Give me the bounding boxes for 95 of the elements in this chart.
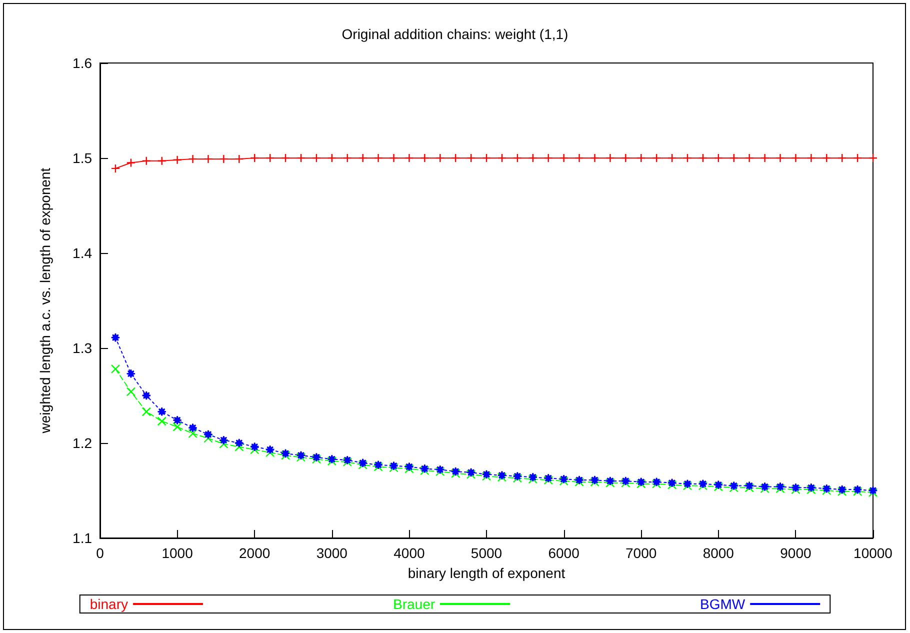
point (250, 153, 260, 163)
point (652, 153, 662, 163)
point (852, 153, 862, 163)
point (157, 416, 166, 426)
point (342, 153, 352, 163)
x-axis-title: binary length of exponent (408, 565, 566, 581)
point (590, 153, 600, 163)
point (219, 436, 228, 445)
legend-label: BGMW (700, 596, 746, 612)
point (327, 153, 336, 163)
point (374, 153, 383, 163)
point (204, 430, 213, 440)
point (234, 438, 244, 448)
legend-label: Brauer (392, 596, 436, 612)
point (172, 155, 182, 164)
point (729, 153, 738, 163)
chart-title: Original addition chains: weight (1,1) (342, 26, 568, 42)
point (234, 442, 244, 452)
point (157, 156, 166, 166)
point (528, 153, 538, 163)
point (389, 153, 398, 163)
x-tick-label: 5000 (470, 545, 502, 561)
x-tick-label: 8000 (702, 545, 734, 561)
y-tick-label: 1.1 (72, 530, 92, 546)
point (606, 153, 615, 163)
y-axis-title: weighted length a.c. vs. length of exponent (37, 168, 53, 434)
point (636, 153, 646, 163)
point (312, 153, 322, 163)
point (219, 439, 228, 449)
point (868, 153, 878, 163)
point (126, 158, 136, 168)
point (157, 407, 166, 416)
point (806, 153, 816, 163)
point (219, 154, 228, 164)
point (265, 448, 275, 458)
point (791, 153, 800, 163)
y-tick-label: 1.3 (72, 340, 92, 356)
point (126, 369, 136, 378)
point (497, 153, 507, 163)
point (450, 153, 460, 163)
point (188, 428, 198, 438)
point (110, 332, 120, 342)
point (667, 153, 677, 163)
point (482, 153, 492, 163)
point (172, 422, 182, 432)
point (358, 153, 368, 163)
point (250, 445, 260, 454)
x-tick-label: 2000 (239, 545, 270, 561)
x-tick-label: 9000 (780, 545, 812, 561)
x-tick-label: 6000 (548, 545, 580, 561)
point (126, 387, 136, 396)
legend-label: binary (90, 596, 128, 612)
x-tick-label: 7000 (626, 545, 657, 561)
point (142, 407, 151, 416)
point (204, 154, 213, 164)
point (559, 153, 568, 163)
point (682, 153, 692, 163)
point (436, 153, 445, 163)
point (512, 153, 522, 163)
y-tick-label: 1.5 (72, 150, 92, 166)
point (760, 153, 770, 163)
x-tick-label: 4000 (394, 545, 425, 561)
point (744, 153, 754, 163)
x-tick-label: 1000 (162, 545, 194, 561)
point (404, 153, 414, 163)
point (544, 153, 553, 163)
point (204, 434, 213, 443)
x-tick-label: 3000 (316, 545, 348, 561)
point (188, 154, 198, 164)
point (776, 153, 785, 163)
x-tick-label: 0 (96, 545, 104, 561)
point (188, 423, 198, 432)
point (822, 153, 832, 163)
point (420, 153, 430, 163)
point (714, 153, 723, 163)
point (265, 153, 275, 163)
x-tick-label: 10000 (854, 545, 893, 561)
point (280, 153, 290, 163)
point (142, 390, 151, 400)
point (837, 153, 847, 163)
point (250, 442, 260, 452)
point (296, 153, 306, 163)
point (172, 416, 182, 425)
point (621, 153, 630, 163)
point (574, 153, 584, 163)
point (234, 154, 244, 164)
point (698, 153, 708, 163)
point (142, 156, 151, 166)
point (110, 164, 120, 174)
point (110, 364, 120, 374)
y-tick-label: 1.4 (72, 245, 92, 261)
y-tick-label: 1.6 (72, 55, 92, 71)
point (466, 153, 476, 163)
point (265, 445, 275, 454)
y-tick-label: 1.2 (72, 435, 92, 451)
